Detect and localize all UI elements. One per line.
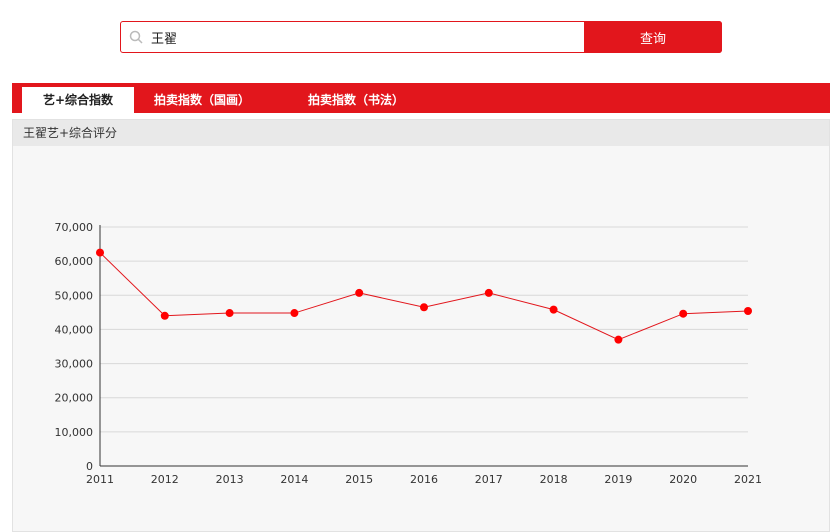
tab-auction-painting[interactable]: 拍卖指数（国画） <box>153 93 250 107</box>
x-tick-label: 2018 <box>540 473 568 486</box>
x-tick-label: 2017 <box>475 473 503 486</box>
y-tick-label: 0 <box>86 460 93 473</box>
y-tick-label: 40,000 <box>55 323 94 336</box>
x-tick-label: 2020 <box>669 473 697 486</box>
x-tick-label: 2016 <box>410 473 438 486</box>
data-point <box>744 306 752 315</box>
panel-title: 王翟艺+综合评分 <box>13 120 829 146</box>
search-input[interactable] <box>151 25 581 49</box>
data-point <box>420 303 428 312</box>
search-icon <box>129 30 143 44</box>
data-point <box>355 288 364 297</box>
data-point <box>96 248 104 257</box>
tab-bar: 艺+综合指数 拍卖指数（国画） 拍卖指数（书法） <box>12 83 830 113</box>
y-tick-label: 60,000 <box>55 255 94 268</box>
line-chart: 0 10,000 20,000 30,000 40,000 50,000 60,000 70,… <box>55 221 763 486</box>
y-tick-label: 20,000 <box>55 392 94 405</box>
chart-panel: 王翟艺+综合评分 0 10,000 20,000 30,000 40,000 50,000… <box>12 119 830 532</box>
series-line <box>99 252 749 341</box>
x-tick-label: 2014 <box>280 473 308 486</box>
data-point <box>679 309 688 318</box>
tab-auction-calligraphy[interactable]: 拍卖指数（书法） <box>307 93 404 107</box>
data-point <box>484 288 493 297</box>
tab-composite-index[interactable]: 艺+综合指数 <box>22 87 134 113</box>
search-bar: 查询 <box>120 21 722 53</box>
x-tick-label: 2021 <box>734 473 762 486</box>
y-tick-label: 50,000 <box>55 289 94 302</box>
x-tick-label: 2013 <box>216 473 244 486</box>
x-tick-label: 2011 <box>86 473 114 486</box>
x-tick-label: 2019 <box>604 473 632 486</box>
data-point <box>225 309 234 318</box>
x-tick-label: 2015 <box>345 473 373 486</box>
y-tick-label: 70,000 <box>55 221 94 234</box>
data-point <box>614 335 623 344</box>
data-point <box>160 311 169 320</box>
y-tick-label: 30,000 <box>55 358 94 371</box>
x-tick-label: 2012 <box>151 473 179 486</box>
search-button[interactable]: 查询 <box>584 21 722 53</box>
y-tick-label: 10,000 <box>55 426 94 439</box>
data-point <box>549 305 558 314</box>
data-point <box>290 309 299 318</box>
